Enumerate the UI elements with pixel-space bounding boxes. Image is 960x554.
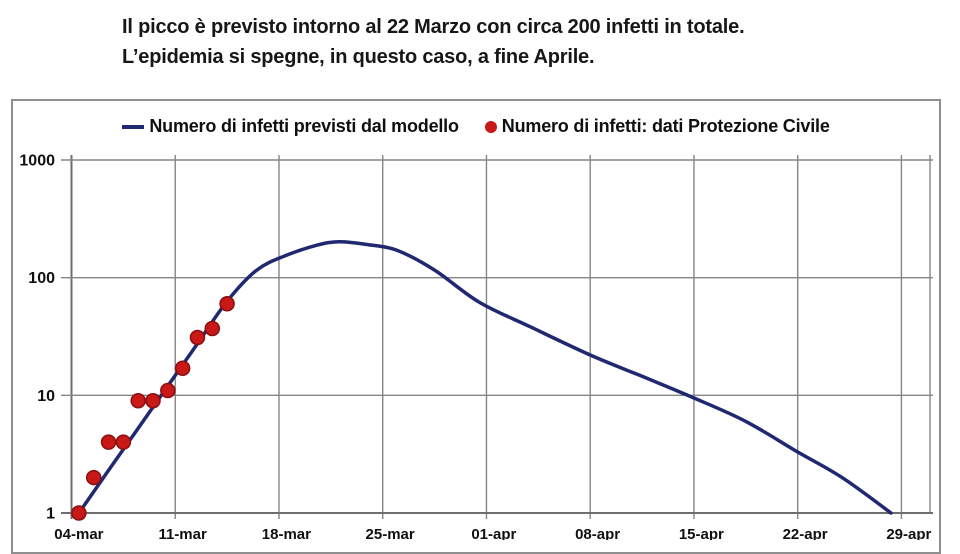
data-point-dot	[189, 329, 206, 346]
caption-line-2: L’epidemia si spegne, in questo caso, a …	[122, 46, 595, 68]
dot-marker-icon	[484, 120, 497, 133]
data-point-dot	[174, 360, 191, 376]
y-tick-label: 10	[37, 388, 55, 405]
chart-svg: 1000 100 10 1 04-mar 11-mar 18-mar 25-mar 01-apr…	[19, 152, 933, 540]
y-tick-label: 1000	[19, 152, 55, 169]
line-marker-icon	[122, 124, 145, 129]
x-tick-label: 11-mar	[158, 526, 207, 540]
chart-caption: Il picco è previsto intorno al 22 Marzo …	[122, 12, 745, 72]
data-point-dot	[204, 320, 221, 337]
axis-tick-labels: 1000 100 10 1 04-mar 11-mar 18-mar 25-mar 01-apr…	[19, 152, 931, 540]
y-tick-label: 1	[46, 506, 55, 523]
legend-label-model: Numero di infetti previsti dal modello	[149, 116, 459, 136]
y-tick-label: 100	[28, 270, 55, 287]
data-point-dot	[145, 392, 161, 409]
data-point-dot	[100, 434, 117, 450]
x-tick-label: 22-apr	[783, 526, 828, 540]
model-curve-path	[77, 239, 893, 515]
gridlines	[61, 155, 933, 519]
caption-line-1: Il picco è previsto intorno al 22 Marzo …	[122, 16, 745, 38]
model-curve	[77, 239, 893, 515]
x-tick-label: 25-mar	[366, 526, 415, 540]
data-point-dot	[115, 434, 132, 450]
legend-item-data: Numero di infetti: dati Protezione Civil…	[484, 116, 830, 137]
legend-item-model: Numero di infetti previsti dal modello	[122, 116, 459, 137]
data-point-dot	[71, 505, 87, 521]
legend-label-data: Numero di infetti: dati Protezione Civil…	[501, 116, 830, 136]
x-tick-label: 08-apr	[575, 526, 620, 540]
x-tick-label: 15-apr	[679, 526, 724, 540]
x-tick-label: 04-mar	[54, 526, 103, 540]
data-point-dot	[160, 382, 176, 399]
chart-panel: Numero di infetti previsti dal modello N…	[11, 99, 941, 554]
chart-legend: Numero di infetti previsti dal modello N…	[13, 116, 939, 137]
data-points	[71, 296, 235, 521]
data-point-dot	[219, 296, 235, 312]
data-point-dot	[85, 469, 102, 486]
x-tick-label: 01-apr	[471, 526, 516, 540]
data-point-dot	[130, 392, 146, 409]
x-tick-label: 29-apr	[886, 526, 931, 540]
page: { "caption": { "line1": "Il picco è prev…	[11, 12, 941, 554]
x-tick-label: 18-mar	[262, 526, 311, 540]
